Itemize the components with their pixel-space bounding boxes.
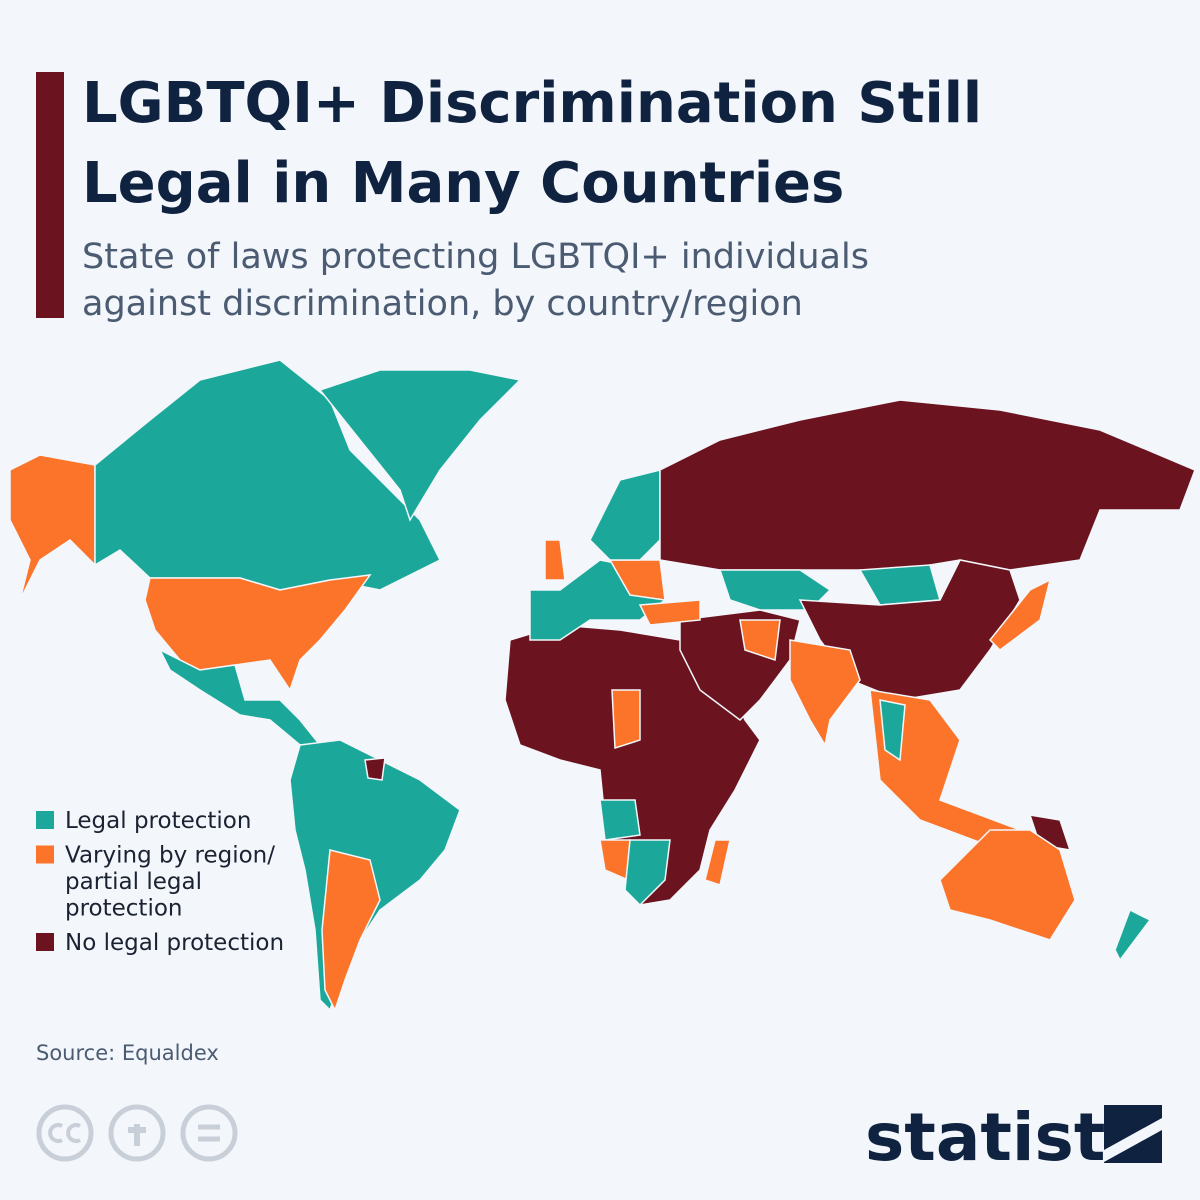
legend-swatch xyxy=(36,933,54,951)
subtitle: against discrimination, by country/regio… xyxy=(82,284,803,324)
chad xyxy=(611,689,641,750)
legend-label: No legal protection xyxy=(65,930,284,956)
india xyxy=(789,639,861,748)
legend-label: protection xyxy=(65,896,183,922)
legend-label: partial legal xyxy=(65,869,202,895)
by-icon xyxy=(108,1104,166,1162)
eastern-europe xyxy=(608,559,666,601)
by-glyph xyxy=(128,1124,146,1146)
madagascar xyxy=(704,839,731,886)
legend-swatch xyxy=(36,811,54,829)
cc-glyph xyxy=(48,1123,81,1143)
nd-icon xyxy=(180,1104,238,1162)
japan xyxy=(988,578,1052,651)
new-zealand xyxy=(1114,908,1152,962)
legend: Legal protection Varying by region/partia… xyxy=(36,808,284,956)
license-icons xyxy=(36,1104,238,1162)
guyana xyxy=(364,757,386,781)
brand-logo xyxy=(1104,1105,1162,1163)
subtitle: State of laws protecting LGBTQI+ individ… xyxy=(82,237,869,277)
source: Source: Equaldex xyxy=(36,1041,219,1065)
brand: statista xyxy=(865,1099,1150,1176)
title: LGBTQI+ Discrimination Still xyxy=(82,71,982,136)
iran xyxy=(739,619,781,662)
nd-glyph xyxy=(198,1124,220,1142)
south-africa xyxy=(624,839,671,907)
argentina xyxy=(321,849,381,1012)
united-kingdom xyxy=(544,539,566,581)
world-map xyxy=(9,359,1196,1012)
legend-label: Varying by region/ xyxy=(65,843,275,869)
alaska xyxy=(9,454,96,601)
cc-icon xyxy=(36,1104,94,1162)
title: Legal in Many Countries xyxy=(82,151,844,216)
legend-label: Legal protection xyxy=(65,808,251,834)
australia xyxy=(939,829,1076,941)
turkey xyxy=(638,599,701,626)
united-states xyxy=(144,574,372,692)
angola xyxy=(599,799,641,841)
legend-swatch xyxy=(36,845,54,864)
title-bar xyxy=(36,72,64,318)
canada xyxy=(94,359,442,591)
greenland xyxy=(318,369,522,522)
thailand xyxy=(879,699,906,762)
logo-slash xyxy=(1104,1118,1162,1162)
